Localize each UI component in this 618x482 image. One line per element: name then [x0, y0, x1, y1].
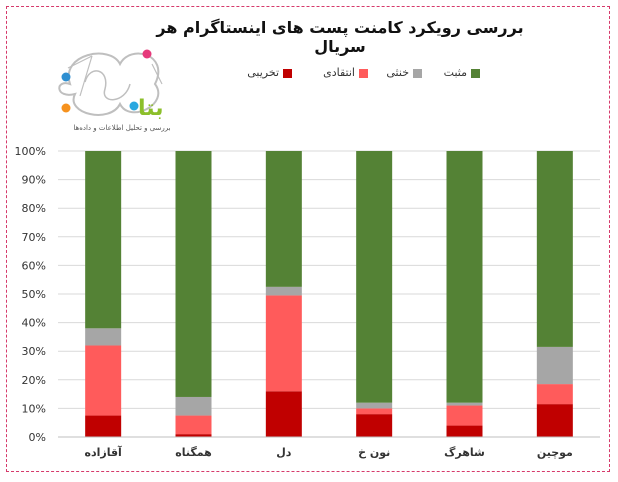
bar-segment: [265, 391, 302, 437]
bar-segment: [85, 151, 122, 329]
legend-item: انتقادی: [323, 66, 368, 79]
bar-segment: [356, 151, 393, 403]
y-tick-label: 20%: [22, 374, 46, 387]
logo-icon: [58, 49, 163, 116]
y-tick-label: 70%: [22, 231, 46, 244]
bar-segment: [446, 425, 483, 437]
bar-segment: [356, 408, 393, 415]
bar-segment: [536, 151, 573, 347]
bar-segment: [265, 295, 302, 392]
bar-segment: [446, 151, 483, 403]
bar-segment: [536, 384, 573, 405]
logo-dot: [61, 103, 71, 113]
bar-segment: [536, 404, 573, 437]
bar-segment: [175, 415, 212, 435]
legend: مثبت خنثی انتقادی تخریبی: [200, 66, 480, 82]
y-tick-label: 40%: [22, 317, 46, 330]
y-tick-label: 80%: [22, 202, 46, 215]
y-tick-label: 100%: [15, 145, 46, 158]
legend-swatch: [359, 68, 368, 78]
bar-segment: [536, 346, 573, 385]
legend-item: مثبت: [444, 66, 480, 79]
bar-segment: [175, 151, 212, 397]
x-tick-label: دل: [276, 446, 292, 459]
x-tick-label: آقازاده: [84, 445, 122, 459]
y-tick-label: 30%: [22, 345, 46, 358]
bar-segment: [265, 286, 302, 296]
x-tick-label: همگناه: [175, 446, 212, 459]
x-tick-label: نون خ: [358, 446, 390, 459]
legend-label: مثبت: [443, 66, 467, 79]
y-tick-label: 50%: [22, 288, 46, 301]
bar-segment: [265, 151, 302, 287]
y-tick-label: 60%: [22, 259, 46, 272]
bar-segment: [175, 434, 212, 437]
legend-label: خنثی: [386, 66, 409, 79]
y-tick-label: 90%: [22, 174, 46, 187]
logo-wordmark: بتا: [138, 96, 164, 121]
bar-segment: [356, 414, 393, 437]
legend-label: انتقادی: [323, 66, 355, 79]
chart-title: بررسی رویکرد کامنت پست های اینستاگرام هر…: [156, 18, 524, 56]
logo-tagline: بررسی و تحلیل اطلاعات و داده‌ها: [73, 124, 171, 132]
legend-swatch: [471, 68, 480, 78]
legend-item: خنثی: [386, 66, 422, 79]
bar-segment: [446, 402, 483, 406]
bar-segment: [85, 328, 122, 346]
y-tick-label: 0%: [29, 431, 46, 444]
bar-segment: [85, 345, 122, 416]
legend-item: تخریبی: [247, 66, 292, 79]
y-tick-label: 10%: [22, 402, 46, 415]
legend-swatch: [413, 68, 422, 78]
bar-segment: [446, 405, 483, 426]
x-tick-label: شاهرگ: [444, 445, 485, 459]
logo-dot: [129, 101, 139, 111]
x-tick-label: موچین: [537, 446, 573, 459]
legend-label: تخریبی: [247, 66, 279, 79]
bar-segment: [85, 415, 122, 437]
chart-frame: [6, 6, 610, 472]
logo-dot: [61, 72, 71, 82]
legend-swatch: [283, 68, 292, 78]
bar-segment: [356, 402, 393, 409]
bar-segment: [175, 396, 212, 416]
logo-dot: [142, 49, 152, 59]
